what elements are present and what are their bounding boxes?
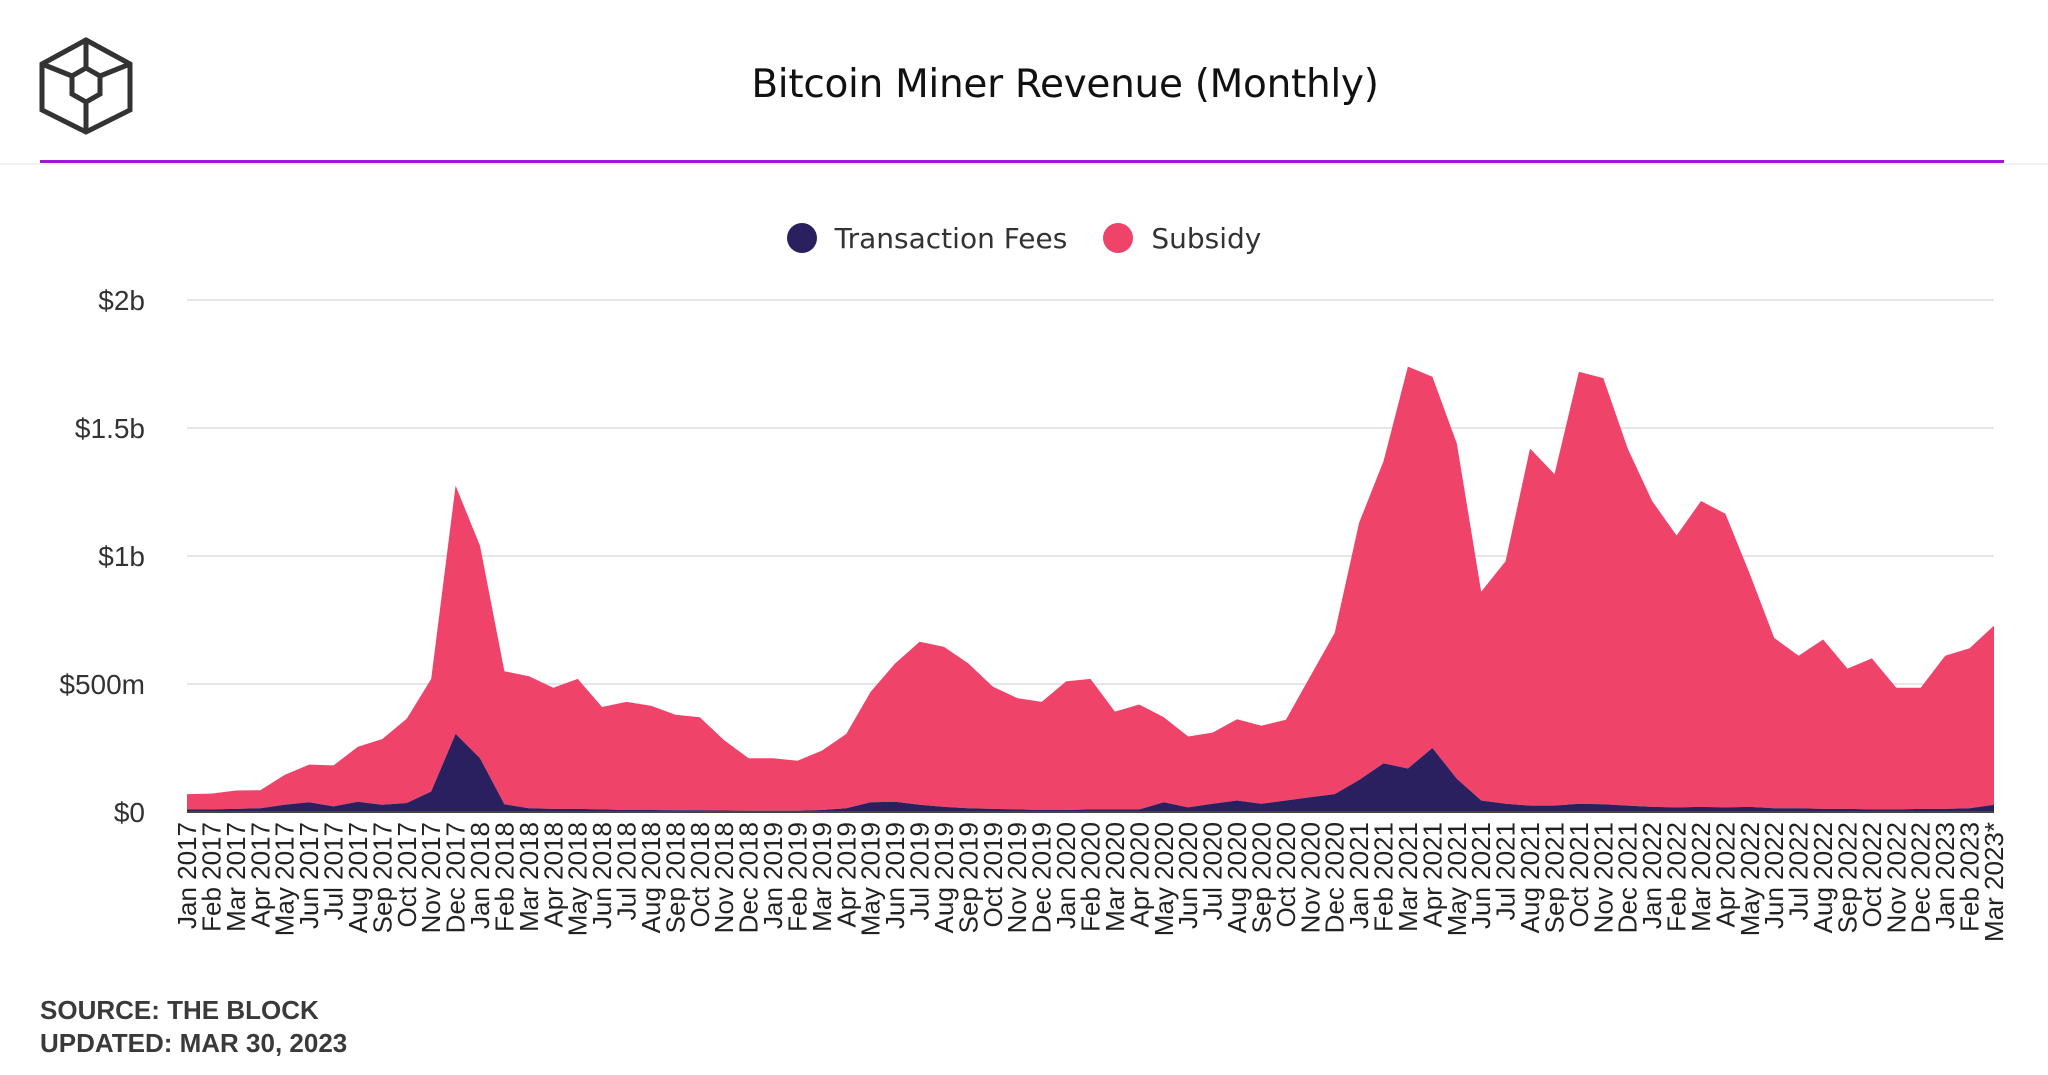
x-tick-label: Nov 2020	[1295, 822, 1325, 933]
x-tick-label: Jul 2019	[905, 822, 935, 920]
y-tick-label: $0	[114, 797, 145, 828]
x-tick-label: Sep 2022	[1832, 822, 1862, 933]
x-tick-label: May 2020	[1149, 822, 1179, 936]
x-tick-label: Mar 2019	[807, 822, 837, 932]
area-series-subsidy	[187, 366, 1994, 811]
x-tick-label: Feb 2023	[1955, 822, 1985, 932]
x-tick-label: Oct 2021	[1564, 822, 1594, 928]
x-tick-label: Jul 2022	[1784, 822, 1814, 920]
x-tick-label: Apr 2019	[831, 822, 861, 928]
x-tick-label: Dec 2020	[1320, 822, 1350, 933]
x-tick-label: Jan 2022	[1637, 822, 1667, 929]
x-tick-label: Sep 2018	[660, 822, 690, 933]
x-tick-label: Aug 2018	[636, 822, 666, 933]
x-tick-label: Feb 2017	[196, 822, 226, 932]
x-tick-label: Feb 2020	[1076, 822, 1106, 932]
legend-item-transaction-fees[interactable]: Transaction Fees	[786, 221, 1068, 255]
cube-logo-icon	[39, 37, 133, 135]
x-tick-label: Oct 2017	[392, 822, 422, 928]
y-tick-label: $1b	[98, 541, 145, 572]
x-tick-label: Apr 2017	[245, 822, 275, 928]
x-tick-label: Sep 2021	[1539, 822, 1569, 933]
x-tick-label: Jan 2021	[1344, 822, 1374, 929]
x-tick-label: Mar 2020	[1100, 822, 1130, 932]
x-tick-label: Jul 2017	[319, 822, 349, 920]
x-tick-label: Jun 2018	[587, 822, 617, 929]
x-tick-label: Feb 2019	[782, 822, 812, 932]
y-tick-label: $1.5b	[75, 413, 145, 444]
x-tick-label: Jan 2017	[172, 822, 202, 929]
area-series-transaction-fees	[187, 733, 1994, 812]
legend-swatch-subsidy	[1103, 223, 1134, 253]
x-tick-label: Mar 2023*	[1979, 822, 2009, 942]
legend-swatch-transaction-fees	[786, 223, 817, 253]
x-tick-label: Oct 2022	[1857, 822, 1887, 928]
y-axis: $0 $500m $1b $1.5b $2b	[59, 285, 145, 828]
x-tick-label: Dec 2021	[1613, 822, 1643, 933]
chart-legend: Transaction Fees Subsidy	[0, 218, 2048, 258]
x-tick-label: May 2018	[563, 822, 593, 936]
x-tick-label: Feb 2022	[1662, 822, 1692, 932]
x-tick-label: Sep 2017	[367, 822, 397, 933]
x-tick-label: Dec 2017	[441, 822, 471, 933]
x-tick-label: Jan 2020	[1051, 822, 1081, 929]
x-tick-label: Mar 2017	[221, 822, 251, 932]
x-tick-label: Apr 2020	[1124, 822, 1154, 928]
x-tick-label: Jun 2019	[880, 822, 910, 929]
legend-item-subsidy[interactable]: Subsidy	[1103, 222, 1261, 255]
x-tick-label: Oct 2018	[685, 822, 715, 928]
x-tick-label: Jan 2019	[758, 822, 788, 929]
x-tick-label: Jan 2023	[1930, 822, 1960, 929]
x-tick-label: Apr 2018	[538, 822, 568, 928]
x-tick-label: Nov 2019	[1002, 822, 1032, 933]
x-tick-label: Apr 2021	[1417, 822, 1447, 928]
x-tick-label: Aug 2022	[1808, 822, 1838, 933]
x-tick-label: Jun 2021	[1466, 822, 1496, 929]
x-tick-label: Feb 2018	[489, 822, 519, 932]
x-tick-label: Jun 2017	[294, 822, 324, 929]
x-tick-label: Mar 2018	[514, 822, 544, 932]
x-tick-label: Jul 2018	[612, 822, 642, 920]
x-tick-label: Nov 2018	[709, 822, 739, 933]
x-tick-label: Aug 2019	[929, 822, 959, 933]
x-tick-label: Mar 2022	[1686, 822, 1716, 932]
x-tick-label: Sep 2020	[1246, 822, 1276, 933]
x-tick-label: May 2019	[856, 822, 886, 936]
x-tick-label: Feb 2021	[1369, 822, 1399, 932]
x-tick-label: Dec 2022	[1906, 822, 1936, 933]
x-tick-label: Aug 2021	[1515, 822, 1545, 933]
x-tick-label: May 2021	[1442, 822, 1472, 936]
source-note: SOURCE: THE BLOCK	[40, 995, 319, 1025]
x-tick-label: Nov 2021	[1588, 822, 1618, 933]
x-tick-label: Jun 2020	[1173, 822, 1203, 929]
x-tick-label: Oct 2020	[1271, 822, 1301, 928]
updated-note: UPDATED: MAR 30, 2023	[40, 1028, 348, 1058]
x-tick-label: Nov 2017	[416, 822, 446, 933]
legend-label-subsidy: Subsidy	[1151, 221, 1262, 255]
x-tick-label: Dec 2019	[1027, 822, 1057, 933]
y-tick-label: $2b	[98, 285, 145, 316]
x-tick-label: Mar 2021	[1393, 822, 1423, 932]
header-divider	[40, 160, 2004, 163]
x-tick-label: May 2022	[1735, 822, 1765, 936]
x-tick-label: Dec 2018	[734, 822, 764, 933]
area-layer	[187, 366, 1994, 813]
x-tick-label: May 2017	[270, 822, 300, 936]
x-tick-label: Jul 2020	[1198, 822, 1228, 920]
chart-title: Bitcoin Miner Revenue (Monthly)	[751, 62, 1379, 107]
x-tick-label: Oct 2019	[978, 822, 1008, 928]
x-tick-label: Sep 2019	[953, 822, 983, 933]
header-shadow	[0, 163, 2048, 165]
x-tick-label: Jul 2021	[1491, 822, 1521, 920]
legend-label-transaction-fees: Transaction Fees	[834, 221, 1068, 255]
x-tick-label: Jun 2022	[1759, 822, 1789, 929]
y-tick-label: $500m	[59, 669, 145, 700]
x-tick-label: Jan 2018	[465, 822, 495, 929]
x-tick-label: Nov 2022	[1881, 822, 1911, 933]
x-tick-label: Apr 2022	[1710, 822, 1740, 928]
x-tick-label: Aug 2017	[343, 822, 373, 933]
x-tick-label: Aug 2020	[1222, 822, 1252, 933]
